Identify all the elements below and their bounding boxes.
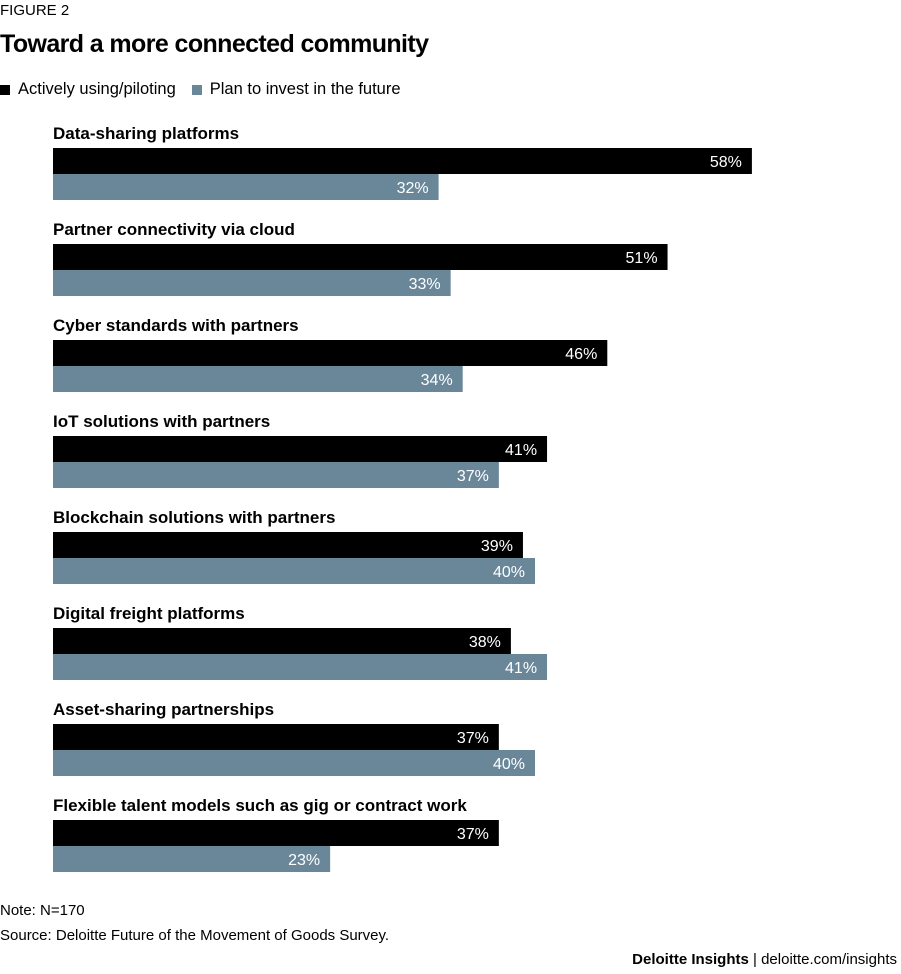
data-label: 32%	[397, 180, 429, 197]
data-label: 39%	[481, 538, 513, 555]
bar-plan	[53, 654, 548, 680]
bar-active	[53, 244, 668, 270]
data-label: 33%	[409, 276, 441, 293]
bar-active	[53, 340, 608, 366]
chart-title: Toward a more connected community	[0, 30, 429, 58]
legend-swatch-plan	[191, 84, 202, 95]
bar-plan	[53, 366, 463, 392]
bar-plan	[53, 846, 331, 872]
bar-active	[53, 628, 511, 654]
legend-item-plan: Plan to invest in the future	[191, 80, 401, 99]
legend-label-plan: Plan to invest in the future	[209, 80, 401, 98]
category-label: Digital freight platforms	[53, 604, 245, 623]
category-label: IoT solutions with partners	[53, 412, 270, 431]
footer-credit: Deloitte Insights | deloitte.com/insight…	[632, 951, 897, 968]
source-text: Source: Deloitte Future of the Movement …	[0, 927, 390, 944]
footer-separator: |	[748, 951, 762, 968]
category-label: Blockchain solutions with partners	[53, 508, 335, 527]
data-label: 38%	[469, 634, 501, 651]
data-label: 58%	[710, 154, 742, 171]
bar-plan	[53, 750, 535, 776]
legend-item-active: Actively using/piloting	[0, 80, 176, 99]
legend-label-active: Actively using/piloting	[18, 80, 176, 98]
data-label: 41%	[505, 660, 537, 677]
data-label: 37%	[457, 826, 489, 843]
footer-url: deloitte.com/insights	[761, 951, 897, 968]
footer-brand: Deloitte Insights	[632, 951, 749, 968]
data-label: 34%	[421, 372, 453, 389]
category-label: Partner connectivity via cloud	[53, 220, 295, 239]
category-label: Asset-sharing partnerships	[53, 700, 274, 719]
bar-active	[53, 820, 499, 846]
data-label: 41%	[505, 442, 537, 459]
bar-active	[53, 148, 752, 174]
data-label: 46%	[565, 346, 597, 363]
bar-plan	[53, 558, 535, 584]
bar-plan	[53, 174, 439, 200]
note-text: Note: N=170	[0, 902, 85, 919]
legend: Actively using/piloting Plan to invest i…	[0, 80, 417, 99]
category-label: Cyber standards with partners	[53, 316, 299, 335]
bar-active	[53, 436, 548, 462]
data-label: 37%	[457, 468, 489, 485]
data-label: 37%	[457, 730, 489, 747]
legend-swatch-active	[0, 84, 10, 95]
category-label: Data-sharing platforms	[53, 124, 239, 143]
figure-label: FIGURE 2	[0, 2, 70, 19]
bar-active	[53, 724, 499, 750]
category-label: Flexible talent models such as gig or co…	[53, 796, 467, 815]
bar-chart: Data-sharing platforms 58% 32% Partner conn…	[53, 124, 752, 872]
data-label: 23%	[288, 852, 320, 869]
data-label: 40%	[493, 564, 525, 581]
bar-plan	[53, 462, 499, 488]
data-label: 51%	[626, 250, 658, 267]
bar-active	[53, 532, 523, 558]
bar-plan	[53, 270, 451, 296]
data-label: 40%	[493, 756, 525, 773]
